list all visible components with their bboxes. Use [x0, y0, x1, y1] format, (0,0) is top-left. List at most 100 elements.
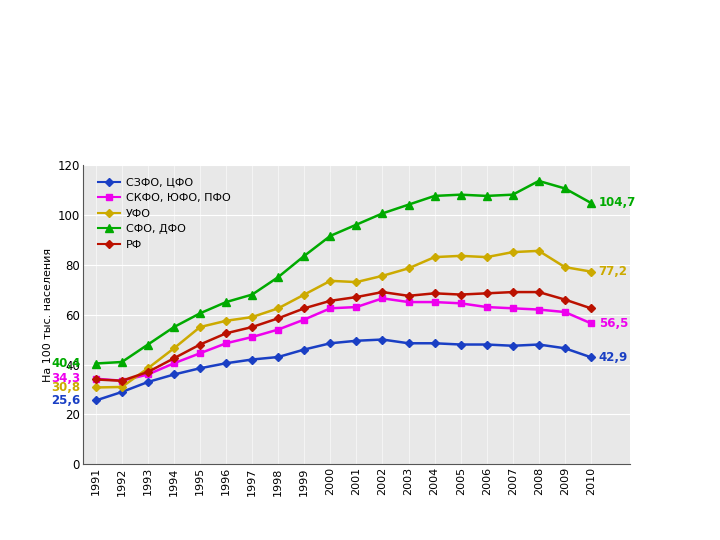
- УФО: [482, 254, 491, 260]
- СКФО, ЮФО, ПФО: [352, 304, 361, 310]
- СФО, ДФО: [456, 191, 465, 198]
- РФ: [248, 324, 256, 330]
- УФО: [534, 248, 543, 254]
- СКФО, ЮФО, ПФО: [456, 300, 465, 307]
- СФО, ДФО: [248, 292, 256, 298]
- Text: 104,7: 104,7: [599, 197, 636, 210]
- СЗФО, ЦФО: [143, 379, 152, 385]
- СФО, ДФО: [222, 299, 230, 305]
- УФО: [143, 365, 152, 372]
- СЗФО, ЦФО: [508, 342, 517, 349]
- СЗФО, ЦФО: [91, 397, 100, 404]
- СКФО, ЮФО, ПФО: [248, 334, 256, 340]
- Text: 42,9: 42,9: [599, 351, 628, 364]
- СФО, ДФО: [170, 324, 179, 330]
- РФ: [508, 289, 517, 295]
- РФ: [431, 290, 439, 296]
- СФО, ДФО: [534, 178, 543, 184]
- СФО, ДФО: [404, 201, 413, 208]
- УФО: [561, 264, 570, 271]
- РФ: [456, 292, 465, 298]
- СКФО, ЮФО, ПФО: [561, 309, 570, 315]
- СКФО, ЮФО, ПФО: [91, 375, 100, 382]
- СКФО, ЮФО, ПФО: [534, 306, 543, 313]
- СКФО, ЮФО, ПФО: [196, 350, 204, 356]
- СФО, ДФО: [431, 193, 439, 199]
- РФ: [561, 296, 570, 303]
- УФО: [508, 249, 517, 255]
- СЗФО, ЦФО: [326, 340, 335, 347]
- СФО, ДФО: [508, 191, 517, 198]
- УФО: [170, 345, 179, 352]
- СЗФО, ЦФО: [222, 360, 230, 367]
- УФО: [378, 273, 387, 279]
- СКФО, ЮФО, ПФО: [587, 320, 595, 327]
- Text: 34,3: 34,3: [51, 372, 80, 385]
- УФО: [404, 265, 413, 272]
- СФО, ДФО: [482, 193, 491, 199]
- УФО: [248, 314, 256, 320]
- СЗФО, ЦФО: [274, 354, 282, 360]
- СКФО, ЮФО, ПФО: [431, 299, 439, 305]
- СКФО, ЮФО, ПФО: [300, 316, 309, 323]
- СЗФО, ЦФО: [248, 356, 256, 363]
- СЗФО, ЦФО: [170, 372, 179, 378]
- Text: ФО и в РФ (ф. 33, 1991–2010 гг.): ФО и в РФ (ф. 33, 1991–2010 гг.): [124, 102, 596, 126]
- УФО: [117, 384, 126, 390]
- Line: СФО, ДФО: СФО, ДФО: [91, 177, 595, 368]
- СФО, ДФО: [91, 360, 100, 367]
- УФО: [352, 279, 361, 285]
- Line: РФ: РФ: [93, 289, 594, 383]
- СЗФО, ЦФО: [587, 354, 595, 361]
- СКФО, ЮФО, ПФО: [274, 326, 282, 333]
- СЗФО, ЦФО: [378, 336, 387, 343]
- РФ: [117, 377, 126, 384]
- СКФО, ЮФО, ПФО: [404, 299, 413, 305]
- СЗФО, ЦФО: [456, 341, 465, 348]
- Line: СЗФО, ЦФО: СЗФО, ЦФО: [93, 337, 594, 403]
- УФО: [431, 254, 439, 260]
- РФ: [482, 290, 491, 296]
- Text: 25,6: 25,6: [51, 394, 80, 407]
- СЗФО, ЦФО: [196, 365, 204, 372]
- РФ: [143, 369, 152, 375]
- СЗФО, ЦФО: [482, 341, 491, 348]
- СФО, ДФО: [117, 359, 126, 365]
- РФ: [326, 298, 335, 304]
- Text: 30,8: 30,8: [51, 381, 80, 394]
- Y-axis label: На 100 тыс. населения: На 100 тыс. населения: [43, 247, 53, 382]
- РФ: [300, 305, 309, 312]
- СКФО, ЮФО, ПФО: [170, 360, 179, 367]
- СКФО, ЮФО, ПФО: [117, 377, 126, 384]
- Text: Динамика заболеваемости ТБ в группах: Динамика заболеваемости ТБ в группах: [68, 43, 652, 68]
- СЗФО, ЦФО: [300, 346, 309, 353]
- СФО, ДФО: [143, 341, 152, 348]
- СКФО, ЮФО, ПФО: [508, 305, 517, 312]
- СКФО, ЮФО, ПФО: [482, 304, 491, 310]
- УФО: [326, 278, 335, 284]
- УФО: [196, 324, 204, 330]
- РФ: [378, 289, 387, 295]
- Text: 77,2: 77,2: [599, 265, 628, 278]
- СКФО, ЮФО, ПФО: [222, 340, 230, 347]
- Line: УФО: УФО: [93, 248, 594, 390]
- РФ: [91, 376, 100, 383]
- СФО, ДФО: [352, 221, 361, 228]
- РФ: [352, 294, 361, 300]
- УФО: [587, 268, 595, 275]
- УФО: [222, 318, 230, 324]
- СЗФО, ЦФО: [534, 341, 543, 348]
- РФ: [534, 289, 543, 295]
- СФО, ДФО: [196, 310, 204, 316]
- СКФО, ЮФО, ПФО: [378, 295, 387, 301]
- УФО: [456, 253, 465, 259]
- СЗФО, ЦФО: [117, 389, 126, 395]
- Legend: СЗФО, ЦФО, СКФО, ЮФО, ПФО, УФО, СФО, ДФО, РФ: СЗФО, ЦФО, СКФО, ЮФО, ПФО, УФО, СФО, ДФО…: [94, 173, 235, 254]
- СКФО, ЮФО, ПФО: [326, 305, 335, 312]
- Line: СКФО, ЮФО, ПФО: СКФО, ЮФО, ПФО: [92, 295, 595, 384]
- СЗФО, ЦФО: [431, 340, 439, 347]
- УФО: [274, 305, 282, 312]
- Text: 40,4: 40,4: [51, 357, 80, 370]
- СФО, ДФО: [561, 185, 570, 192]
- СФО, ДФО: [378, 210, 387, 217]
